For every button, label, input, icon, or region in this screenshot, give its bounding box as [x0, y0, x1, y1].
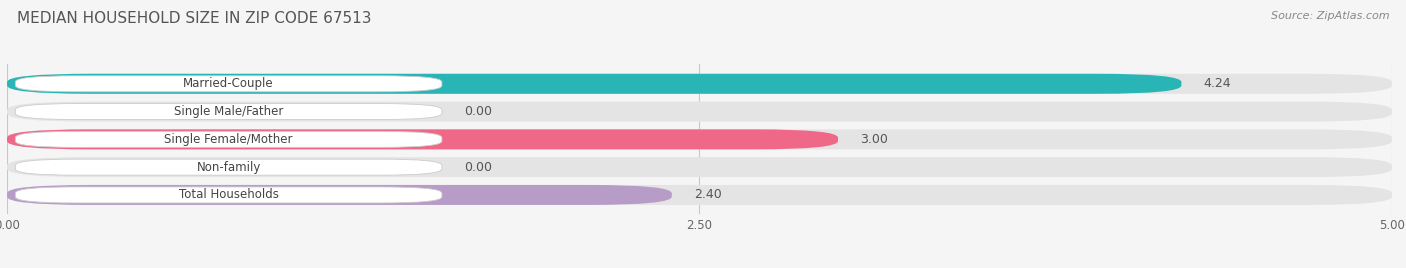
Text: Non-family: Non-family	[197, 161, 260, 174]
FancyBboxPatch shape	[7, 185, 1392, 205]
Text: Single Male/Father: Single Male/Father	[174, 105, 283, 118]
Text: Married-Couple: Married-Couple	[183, 77, 274, 90]
Text: Single Female/Mother: Single Female/Mother	[165, 133, 292, 146]
Text: Total Households: Total Households	[179, 188, 278, 202]
Text: 3.00: 3.00	[860, 133, 889, 146]
FancyBboxPatch shape	[7, 74, 1181, 94]
FancyBboxPatch shape	[15, 131, 441, 147]
Text: MEDIAN HOUSEHOLD SIZE IN ZIP CODE 67513: MEDIAN HOUSEHOLD SIZE IN ZIP CODE 67513	[17, 11, 371, 26]
Text: 4.24: 4.24	[1204, 77, 1232, 90]
Text: 0.00: 0.00	[464, 161, 492, 174]
Text: Source: ZipAtlas.com: Source: ZipAtlas.com	[1271, 11, 1389, 21]
FancyBboxPatch shape	[7, 129, 1392, 149]
FancyBboxPatch shape	[15, 159, 441, 175]
FancyBboxPatch shape	[7, 185, 672, 205]
Text: 2.40: 2.40	[695, 188, 721, 202]
FancyBboxPatch shape	[15, 103, 441, 120]
FancyBboxPatch shape	[7, 157, 1392, 177]
FancyBboxPatch shape	[7, 129, 838, 149]
Text: 0.00: 0.00	[464, 105, 492, 118]
FancyBboxPatch shape	[7, 74, 1392, 94]
FancyBboxPatch shape	[15, 76, 441, 92]
FancyBboxPatch shape	[7, 102, 1392, 122]
FancyBboxPatch shape	[15, 187, 441, 203]
